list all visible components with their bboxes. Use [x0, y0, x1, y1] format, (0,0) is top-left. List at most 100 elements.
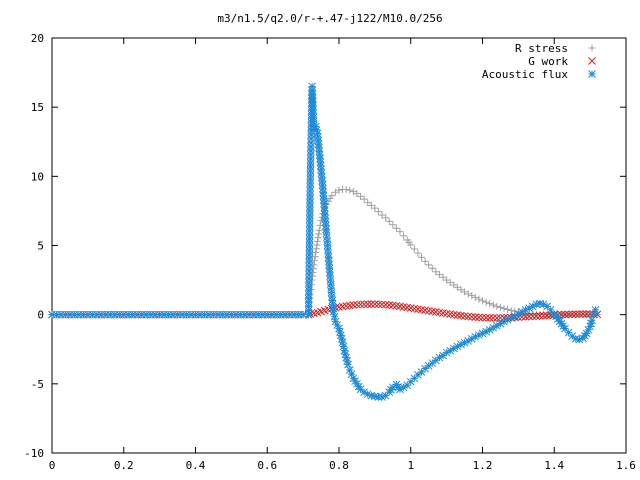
data-point	[353, 300, 361, 309]
x-tick-label: 0	[49, 459, 56, 472]
y-tick-label: 15	[31, 101, 44, 114]
data-point	[464, 312, 473, 321]
data-point	[435, 271, 443, 279]
data-point	[330, 312, 339, 321]
y-tick-label: 0	[37, 309, 44, 322]
data-point	[367, 300, 376, 309]
data-point	[478, 313, 487, 322]
data-point	[314, 234, 322, 242]
data-point	[374, 300, 383, 309]
data-point	[461, 288, 469, 296]
data-point	[591, 305, 600, 314]
data-point	[446, 279, 454, 287]
data-point	[439, 273, 447, 281]
data-point	[347, 370, 356, 379]
data-point	[344, 360, 352, 369]
data-point	[543, 302, 551, 311]
data-point	[468, 292, 476, 300]
data-point	[388, 301, 397, 310]
data-point	[315, 226, 323, 234]
data-point	[407, 241, 415, 249]
data-point	[575, 310, 584, 318]
data-point	[364, 199, 372, 207]
data-point	[496, 303, 504, 311]
x-tick-label: 0.6	[257, 459, 277, 472]
data-point	[331, 188, 339, 196]
data-point	[305, 251, 314, 259]
data-point	[382, 214, 390, 222]
data-point	[381, 300, 390, 309]
data-point	[346, 186, 354, 194]
data-point	[315, 230, 323, 238]
data-point	[371, 204, 379, 212]
x-tick-label: 0.2	[114, 459, 134, 472]
data-point	[475, 295, 483, 303]
data-point	[410, 374, 419, 383]
data-point	[543, 311, 551, 320]
data-point	[385, 301, 394, 309]
axes: 0 0.2 0.4 0.6 0.8 1 1.2 1.4 1.6 -10 -5 0 5 10 15 20	[24, 32, 636, 472]
data-point	[310, 257, 318, 265]
data-point	[311, 253, 319, 261]
data-point	[335, 186, 343, 194]
data-point	[528, 312, 537, 321]
data-point	[345, 366, 354, 374]
data-point	[525, 312, 533, 321]
data-point	[378, 211, 386, 219]
data-point	[421, 257, 429, 265]
data-point	[561, 310, 569, 319]
data-point	[536, 312, 544, 320]
data-point	[482, 313, 490, 322]
data-point	[353, 190, 361, 198]
y-tick-label: -5	[31, 378, 44, 391]
data-point	[464, 337, 473, 345]
data-point	[374, 208, 382, 216]
data-point	[357, 192, 365, 200]
y-tick-label: -10	[24, 447, 44, 460]
data-point	[460, 312, 469, 320]
data-point	[360, 300, 368, 309]
data-point	[504, 305, 512, 313]
data-point	[464, 290, 472, 298]
data-point	[396, 228, 404, 236]
x-tick-label: 0.8	[329, 459, 349, 472]
data-point	[453, 283, 461, 291]
data-point	[485, 313, 494, 322]
data-point	[493, 302, 501, 310]
data-point	[518, 308, 526, 316]
data-point	[443, 276, 451, 284]
data-point	[329, 308, 338, 316]
x-tick-label: 1	[407, 459, 414, 472]
data-point	[313, 237, 321, 245]
data-point	[342, 185, 350, 193]
y-tick-label: 5	[37, 240, 44, 253]
data-point	[489, 314, 498, 322]
data-point	[571, 310, 580, 318]
data-point	[457, 286, 465, 294]
data-point	[489, 301, 497, 309]
data-point	[360, 195, 368, 203]
data-point	[392, 224, 400, 232]
legend-marker	[588, 57, 596, 65]
data-point	[418, 253, 426, 261]
data-point	[492, 314, 501, 322]
data-point	[374, 393, 383, 401]
data-point	[410, 245, 418, 253]
legend-marker	[588, 70, 596, 78]
data-point	[467, 312, 476, 321]
data-point	[521, 312, 530, 321]
data-point	[400, 232, 408, 240]
data-point	[471, 293, 479, 301]
x-tick-label: 1.6	[616, 459, 636, 472]
plot-frame	[51, 37, 627, 454]
data-point	[389, 221, 397, 229]
data-point	[313, 241, 321, 249]
x-tick-label: 1.2	[473, 459, 493, 472]
data-point	[532, 312, 541, 320]
data-point	[539, 300, 548, 309]
data-point	[349, 301, 358, 309]
data-point	[428, 264, 436, 272]
data-point	[367, 201, 375, 209]
